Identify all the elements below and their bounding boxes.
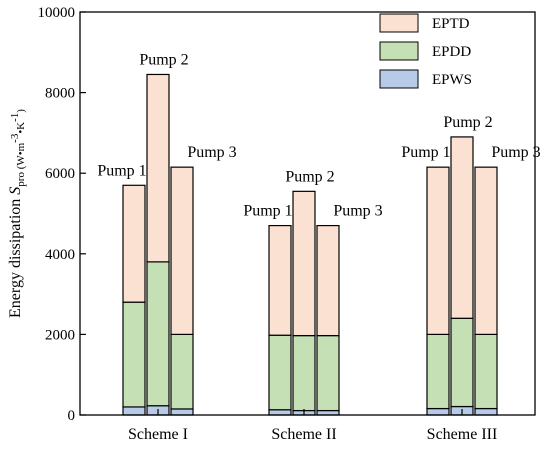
legend-label-epdd: EPDD (432, 44, 471, 60)
y-title-unit-close: ) (15, 109, 27, 113)
bar-labels-layer: Pump 1 Pump 2 Pump 3 Pump 1 Pump 2 Pump 3 Pump… (97, 51, 540, 219)
bar-label: Pump 2 (285, 168, 334, 185)
y-tick-label: 6000 (45, 166, 75, 182)
bar-segment-epws (268, 409, 292, 416)
bar-segment-eptd (316, 224, 340, 337)
bar-segment-epws (426, 407, 450, 416)
x-category-label: Scheme I (128, 426, 188, 443)
bar-label: Pump 3 (333, 203, 382, 220)
y-title-text: Energy dissipation (7, 195, 24, 318)
legend-label-eptd: EPTD (432, 16, 470, 32)
y-title-unit-mid: •K (15, 122, 27, 134)
bar-segment-epws (170, 408, 194, 416)
bar-segment-eptd (268, 224, 292, 336)
bar-segment-eptd (292, 190, 316, 337)
bar-segment-epdd (474, 333, 498, 410)
bar-label: Pump 3 (491, 144, 540, 161)
bar-segment-epws (122, 406, 146, 416)
bar-label: Pump 2 (443, 114, 492, 131)
bar-segment-epdd (292, 335, 316, 412)
bar-segment-eptd (122, 184, 146, 303)
x-axis: Scheme I Scheme II Scheme III (128, 409, 497, 443)
y-axis: 0 2000 4000 6000 8000 10000 (38, 5, 86, 424)
x-category-label: Scheme III (427, 426, 498, 443)
legend: EPTD EPDD EPWS (379, 13, 472, 89)
legend-label-epws: EPWS (432, 72, 472, 88)
bar-segment-epws (316, 409, 340, 416)
y-tick-label: 2000 (45, 327, 75, 343)
bar-segment-epws (474, 407, 498, 416)
y-axis-title: Energy dissipation Spro (W•m-3•K-1) (7, 109, 27, 318)
bar-label: Pump 1 (401, 144, 450, 161)
bar-segment-eptd (450, 136, 474, 319)
bar-segment-epdd (316, 335, 340, 412)
bar-segment-epdd (122, 301, 146, 408)
bars-layer (122, 73, 498, 416)
bar-segment-eptd (474, 166, 498, 335)
y-title-subscript: pro (15, 172, 27, 187)
bar-segment-epdd (426, 333, 450, 410)
bar-segment-epdd (268, 334, 292, 411)
bar-segment-epdd (450, 317, 474, 408)
legend-swatch-eptd (379, 13, 419, 33)
y-title-exp2: -1 (9, 113, 21, 122)
bar-segment-eptd (146, 73, 170, 263)
bar-label: Pump 3 (187, 144, 236, 161)
y-title-symbol: S (7, 187, 24, 195)
y-title-exp1: -3 (9, 133, 21, 143)
bar-label: Pump 1 (243, 203, 292, 220)
bar-segment-eptd (426, 166, 450, 335)
plot-frame (79, 11, 536, 416)
bar-segment-eptd (170, 166, 194, 335)
y-tick-label: 10000 (38, 5, 76, 21)
y-tick-label: 0 (68, 408, 76, 424)
y-tick-label: 4000 (45, 247, 75, 263)
bar-segment-epdd (146, 261, 170, 407)
bar-segment-epdd (170, 333, 194, 410)
y-title-unit-open: (W•m (15, 142, 27, 172)
bar-label: Pump 1 (97, 162, 146, 179)
legend-swatch-epws (379, 69, 419, 89)
bar-label: Pump 2 (139, 51, 188, 68)
legend-swatch-epdd (379, 41, 419, 61)
y-tick-label: 8000 (45, 86, 75, 102)
x-category-label: Scheme II (271, 426, 336, 443)
